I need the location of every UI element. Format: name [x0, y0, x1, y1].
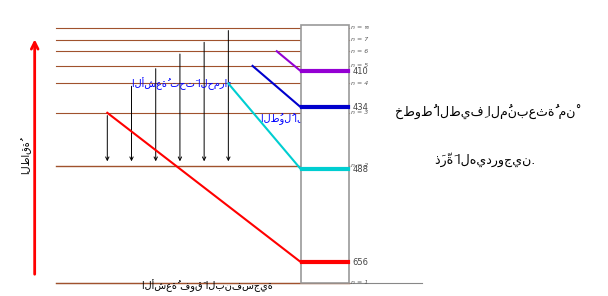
- Text: n = 7: n = 7: [351, 37, 368, 42]
- Text: n = 4: n = 4: [351, 81, 368, 86]
- Text: الطُولُ الموجيٌ: الطُولُ الموجيٌ: [261, 113, 328, 125]
- Text: 434: 434: [353, 103, 368, 112]
- Text: n = ∞: n = ∞: [351, 25, 370, 30]
- Text: 656: 656: [353, 258, 368, 267]
- Text: الطاقةُ: الطاقةُ: [20, 140, 31, 174]
- Text: n = 5: n = 5: [351, 63, 368, 68]
- Bar: [301, 25, 350, 283]
- Text: n = 6: n = 6: [351, 49, 368, 54]
- Text: ذَرّةَ الهيدروجين.: ذَرّةَ الهيدروجين.: [435, 152, 536, 167]
- Text: خطوطُ الطيفِ المُنبعثةُ منْ: خطوطُ الطيفِ المُنبعثةُ منْ: [395, 105, 576, 120]
- Text: الأشعةُ فوقَ البنفسجية: الأشعةُ فوقَ البنفسجية: [142, 279, 272, 292]
- Text: n = 3: n = 3: [351, 110, 368, 115]
- Text: 410: 410: [353, 67, 368, 76]
- Text: n = 1: n = 1: [351, 280, 368, 285]
- Text: n = 2: n = 2: [351, 163, 368, 168]
- Text: 488: 488: [353, 165, 368, 174]
- Text: الأشعةُ تحتَ الحمراء: الأشعةُ تحتَ الحمراء: [131, 77, 232, 90]
